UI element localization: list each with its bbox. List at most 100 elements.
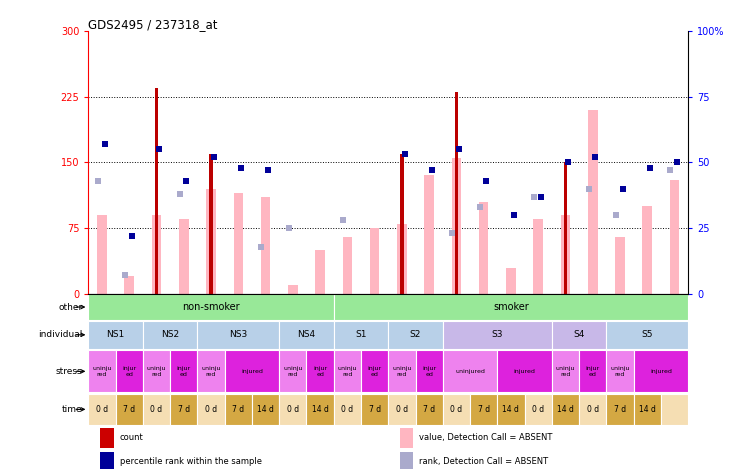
Bar: [634, 350, 688, 392]
Bar: [606, 394, 634, 425]
Text: 0 d: 0 d: [450, 405, 462, 414]
Text: uninju
red: uninju red: [392, 366, 411, 377]
Text: 7 d: 7 d: [177, 405, 190, 414]
Text: NS3: NS3: [229, 330, 247, 339]
Bar: [606, 350, 634, 392]
Bar: [124, 276, 134, 294]
Text: NS1: NS1: [107, 330, 124, 339]
Bar: [333, 350, 361, 392]
Bar: [143, 394, 170, 425]
Text: time: time: [62, 405, 82, 414]
Bar: [342, 237, 352, 294]
Text: stress: stress: [56, 367, 82, 376]
Bar: [416, 350, 443, 392]
Bar: [479, 202, 489, 294]
Bar: [498, 394, 525, 425]
Bar: [261, 197, 270, 294]
Bar: [143, 321, 197, 349]
Bar: [498, 350, 552, 392]
Bar: [170, 350, 197, 392]
Text: injur
ed: injur ed: [177, 366, 191, 377]
Bar: [116, 350, 143, 392]
Text: 7 d: 7 d: [369, 405, 381, 414]
Text: injur
ed: injur ed: [586, 366, 600, 377]
Bar: [143, 350, 170, 392]
Bar: [470, 394, 498, 425]
Text: 0 d: 0 d: [150, 405, 163, 414]
Text: S3: S3: [492, 330, 503, 339]
Bar: [97, 215, 107, 294]
Bar: [100, 428, 113, 447]
Bar: [455, 92, 458, 294]
Bar: [443, 321, 552, 349]
Bar: [197, 394, 224, 425]
Bar: [389, 350, 416, 392]
Bar: [534, 219, 543, 294]
Text: 0 d: 0 d: [205, 405, 217, 414]
Text: GDS2495 / 237318_at: GDS2495 / 237318_at: [88, 18, 218, 31]
Text: uninju
red: uninju red: [556, 366, 576, 377]
Text: non-smoker: non-smoker: [183, 302, 240, 312]
Text: uninju
red: uninju red: [338, 366, 357, 377]
Bar: [400, 154, 403, 294]
Text: injured: injured: [650, 369, 672, 374]
Text: individual: individual: [38, 330, 82, 339]
Text: 7 d: 7 d: [478, 405, 489, 414]
Bar: [288, 285, 297, 294]
Bar: [564, 163, 567, 294]
Bar: [333, 394, 361, 425]
Bar: [155, 88, 158, 294]
Bar: [643, 206, 652, 294]
Bar: [525, 394, 552, 425]
Bar: [416, 394, 443, 425]
Text: uninju
red: uninju red: [283, 366, 302, 377]
Text: 7 d: 7 d: [233, 405, 244, 414]
Text: S1: S1: [355, 330, 367, 339]
Bar: [443, 394, 470, 425]
Text: injur
ed: injur ed: [422, 366, 436, 377]
Bar: [224, 350, 279, 392]
Bar: [100, 452, 113, 471]
Bar: [88, 321, 143, 349]
Text: uninju
red: uninju red: [92, 366, 112, 377]
Text: percentile rank within the sample: percentile rank within the sample: [119, 457, 261, 466]
Bar: [579, 350, 606, 392]
Bar: [279, 350, 306, 392]
Text: injured: injured: [514, 369, 536, 374]
Text: 14 d: 14 d: [557, 405, 574, 414]
Bar: [306, 350, 333, 392]
Bar: [452, 158, 461, 294]
Text: injur
ed: injur ed: [367, 366, 382, 377]
Bar: [425, 175, 434, 294]
Bar: [88, 394, 116, 425]
Bar: [579, 394, 606, 425]
Text: uninju
red: uninju red: [201, 366, 221, 377]
Bar: [615, 237, 625, 294]
Bar: [561, 215, 570, 294]
Bar: [506, 267, 516, 294]
Text: 7 d: 7 d: [614, 405, 626, 414]
Bar: [333, 294, 688, 319]
Text: injur
ed: injur ed: [313, 366, 327, 377]
Bar: [88, 350, 116, 392]
Bar: [661, 394, 688, 425]
Bar: [443, 350, 498, 392]
Text: 14 d: 14 d: [311, 405, 328, 414]
Bar: [279, 394, 306, 425]
Bar: [400, 452, 414, 471]
Text: uninju
red: uninju red: [146, 366, 166, 377]
Bar: [209, 154, 213, 294]
Text: 0 d: 0 d: [587, 405, 599, 414]
Text: smoker: smoker: [493, 302, 528, 312]
Bar: [170, 394, 197, 425]
Bar: [606, 321, 688, 349]
Bar: [361, 350, 389, 392]
Bar: [197, 350, 224, 392]
Bar: [279, 321, 333, 349]
Text: S4: S4: [573, 330, 585, 339]
Bar: [389, 321, 443, 349]
Text: 14 d: 14 d: [639, 405, 656, 414]
Text: value, Detection Call = ABSENT: value, Detection Call = ABSENT: [420, 433, 553, 442]
Text: uninjured: uninjured: [455, 369, 485, 374]
Bar: [369, 228, 379, 294]
